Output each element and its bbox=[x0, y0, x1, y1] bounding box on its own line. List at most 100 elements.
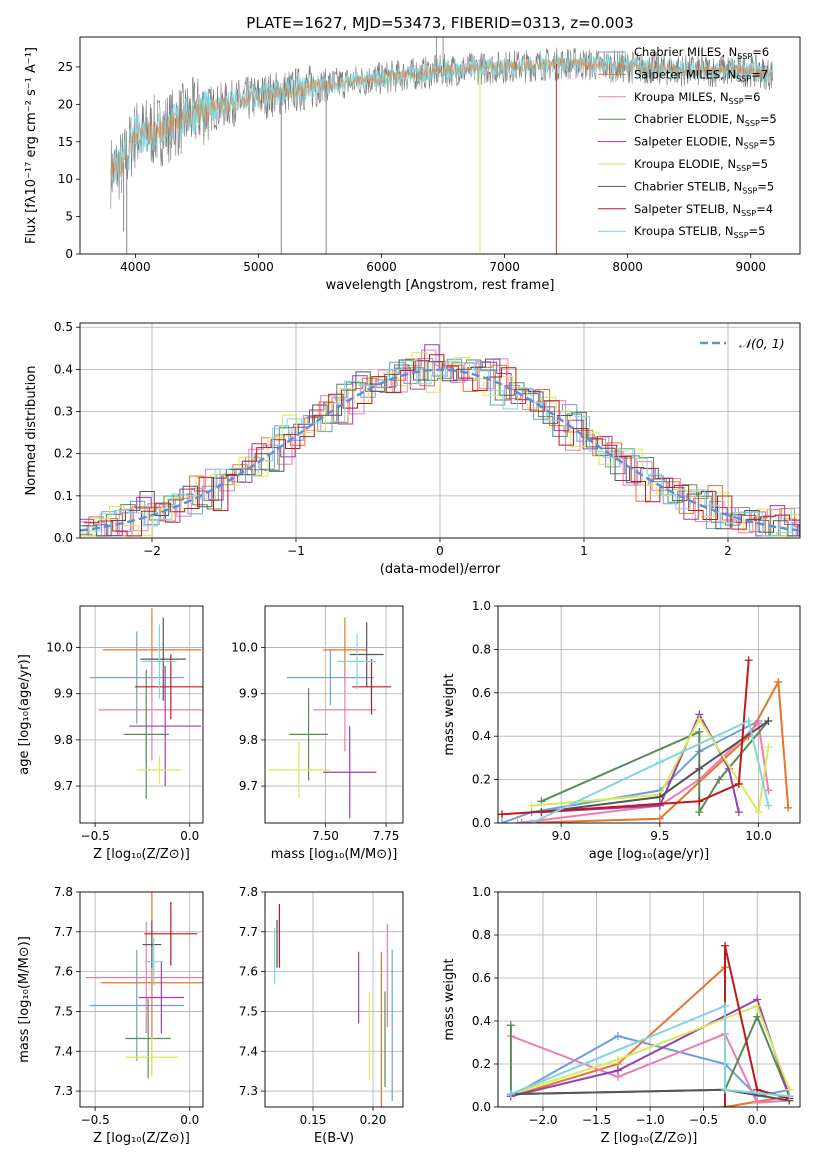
age_vs_mass-xlabel: mass [log₁₀(M/M⊙)] bbox=[271, 847, 398, 862]
spectrum-ylabel: Flux [fλ10⁻¹⁷ erg cm⁻² s⁻¹ A⁻¹] bbox=[24, 47, 39, 244]
weight-marker bbox=[754, 719, 763, 728]
model-spectrum-secondary bbox=[110, 57, 774, 182]
weight-marker bbox=[754, 808, 763, 817]
mass_vs_EBV-frame bbox=[264, 891, 404, 1108]
model-spectrum bbox=[110, 53, 774, 185]
x-tick-label: 9.0 bbox=[552, 829, 571, 843]
weight-marker bbox=[774, 677, 783, 686]
x-tick-label: −2.0 bbox=[528, 1113, 557, 1127]
weight_vs_age-plot-area bbox=[498, 656, 793, 823]
y-tick-label: 10 bbox=[58, 172, 73, 186]
spectrum-legend: Chabrier MILES, NSSP=6 Salpeter MILES, NS… bbox=[598, 45, 777, 240]
weight-series-9 bbox=[510, 1004, 790, 1098]
x-tick-label: −1 bbox=[287, 544, 305, 558]
y-tick-label: 7.7 bbox=[239, 925, 258, 939]
y-tick-label: 1.0 bbox=[472, 599, 491, 613]
y-tick-label: 7.4 bbox=[54, 1044, 73, 1058]
weight-marker bbox=[721, 1103, 730, 1107]
x-tick-label: 0.0 bbox=[748, 1113, 767, 1127]
weight-marker bbox=[753, 1001, 762, 1010]
weight_vs_Z-plot-area bbox=[506, 941, 794, 1107]
x-tick-label: 7.75 bbox=[373, 829, 400, 843]
figure-title: PLATE=1627, MJD=53473, FIBERID=0313, z=0… bbox=[246, 14, 633, 32]
weight-series-6 bbox=[510, 1004, 791, 1096]
weight-marker bbox=[655, 792, 664, 801]
weight-marker bbox=[753, 1012, 762, 1021]
x-tick-label: 9.5 bbox=[650, 829, 669, 843]
legend-label: Salpeter MILES, NSSP=7 bbox=[634, 67, 768, 83]
age_vs_mass-frame bbox=[264, 605, 404, 824]
histogram-series-3 bbox=[80, 349, 800, 537]
weight_vs_age-ylabel: mass weight bbox=[442, 673, 457, 755]
mass_vs_Z-ylabel: mass [log₁₀(M/M⊙)] bbox=[17, 936, 32, 1063]
y-tick-label: 5 bbox=[65, 210, 73, 224]
x-tick-label: 1 bbox=[580, 544, 588, 558]
y-tick-label: 9.7 bbox=[54, 779, 73, 793]
weight-marker bbox=[784, 803, 793, 812]
weight-marker bbox=[613, 1055, 622, 1064]
spectrum-xlabel: wavelength [Angstrom, rest frame] bbox=[326, 278, 555, 293]
x-tick-label: 5000 bbox=[243, 260, 274, 274]
x-tick-label: −2 bbox=[143, 544, 161, 558]
legend-label: Chabrier MILES, NSSP=6 bbox=[634, 45, 769, 61]
x-tick-label: 10.0 bbox=[745, 829, 772, 843]
legend-label: Salpeter STELIB, NSSP=4 bbox=[634, 202, 773, 218]
weight-marker bbox=[734, 808, 743, 817]
y-tick-label: 25 bbox=[58, 60, 73, 74]
weight-marker bbox=[744, 717, 753, 726]
y-tick-label: 0.2 bbox=[472, 773, 491, 787]
histogram-series-7 bbox=[82, 358, 800, 537]
y-tick-label: 9.8 bbox=[239, 733, 258, 747]
legend-label: Chabrier ELODIE, NSSP=5 bbox=[634, 112, 777, 128]
weight-marker bbox=[527, 819, 536, 823]
weight_vs_Z-frame bbox=[497, 891, 801, 1108]
y-tick-label: 7.6 bbox=[239, 965, 258, 979]
age_vs_Z-axes: −0.5 0.0 9.7 9.8 9.9 10.0 bbox=[46, 606, 203, 843]
legend-gaussian-label: 𝒩(0, 1) bbox=[739, 336, 785, 351]
age_vs_mass-plot-area bbox=[267, 617, 391, 819]
x-tick-label: −0.5 bbox=[81, 829, 110, 843]
x-tick-label: −0.5 bbox=[689, 1113, 718, 1127]
y-tick-label: 9.9 bbox=[54, 687, 73, 701]
residuals-plot-area bbox=[80, 344, 800, 537]
legend-label: Kroupa MILES, NSSP=6 bbox=[634, 90, 760, 106]
weight-marker bbox=[695, 764, 704, 773]
x-tick-label: 9000 bbox=[735, 260, 766, 274]
y-tick-label: 0.2 bbox=[54, 447, 73, 461]
weight-marker bbox=[506, 1021, 515, 1030]
y-tick-label: 7.3 bbox=[54, 1084, 73, 1098]
x-tick-label: −0.5 bbox=[81, 1113, 110, 1127]
y-tick-label: 7.6 bbox=[54, 965, 73, 979]
y-tick-label: 7.5 bbox=[239, 1004, 258, 1018]
y-tick-label: 0.6 bbox=[472, 971, 491, 985]
legend-label: Kroupa ELODIE, NSSP=5 bbox=[634, 157, 768, 173]
y-tick-label: 9.9 bbox=[239, 687, 258, 701]
y-tick-label: 0.3 bbox=[54, 405, 73, 419]
legend-label: Salpeter ELODIE, NSSP=5 bbox=[634, 135, 776, 151]
weight-marker bbox=[513, 819, 522, 823]
residuals-ylabel: Normed distribution bbox=[24, 366, 39, 496]
y-tick-label: 0.2 bbox=[472, 1057, 491, 1071]
y-tick-label: 0.0 bbox=[472, 1100, 491, 1114]
gaussian-curve bbox=[80, 368, 800, 532]
weight-marker bbox=[498, 819, 506, 823]
weight-marker bbox=[506, 1090, 515, 1099]
y-tick-label: 20 bbox=[58, 97, 73, 111]
y-tick-label: 0.6 bbox=[472, 686, 491, 700]
x-tick-label: −1.5 bbox=[582, 1113, 611, 1127]
spectrum-axes: 4000 5000 6000 7000 8000 9000 0 5 10 15 20 25 bbox=[58, 60, 766, 274]
weight-marker bbox=[613, 1032, 622, 1041]
age_vs_Z-ylabel: age [log₁₀(age/yr)] bbox=[17, 654, 32, 775]
y-tick-label: 0.4 bbox=[54, 362, 73, 376]
y-tick-label: 0.0 bbox=[472, 816, 491, 830]
spectrum-frame bbox=[79, 36, 801, 255]
histogram-series-1 bbox=[80, 358, 800, 537]
x-tick-label: 4000 bbox=[120, 260, 151, 274]
weight_vs_age-xlabel: age [log₁₀(age/yr)] bbox=[589, 847, 710, 862]
mass_vs_EBV-axes: 0.15 0.20 7.3 7.4 7.5 7.6 7.7 7.8 bbox=[239, 885, 403, 1127]
weight-marker bbox=[721, 1085, 730, 1094]
age_vs_Z-frame bbox=[79, 605, 204, 824]
weight-series-7 bbox=[541, 720, 769, 814]
x-tick-label: 0.15 bbox=[300, 1113, 327, 1127]
x-tick-label: −1.0 bbox=[636, 1113, 665, 1127]
